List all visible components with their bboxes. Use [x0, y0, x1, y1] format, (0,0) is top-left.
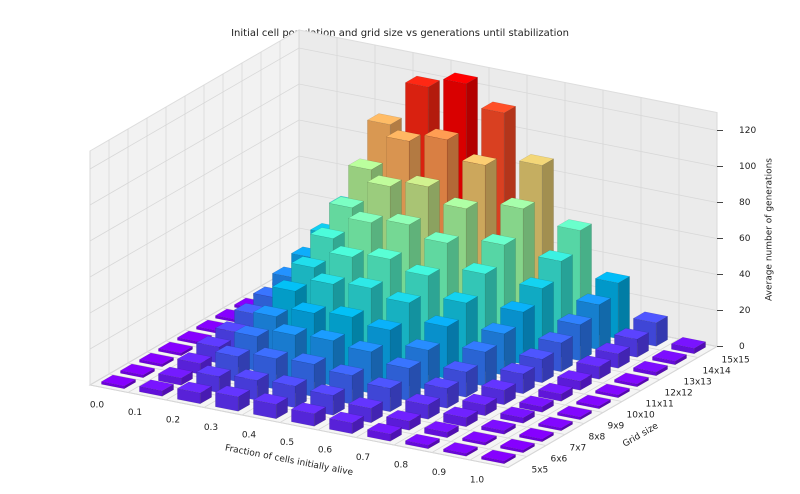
chart-title: Initial cell population and grid size vs… — [231, 28, 569, 39]
bar — [556, 405, 593, 421]
y-tick-label: 10x10 — [627, 411, 656, 421]
y-tick-label: 13x13 — [684, 378, 712, 388]
y-tick-label: 14x14 — [703, 367, 732, 377]
y-tick-label: 9x9 — [608, 422, 625, 432]
bar — [518, 427, 555, 443]
bar — [252, 393, 289, 420]
x-tick-label: 0.4 — [242, 430, 257, 440]
bar — [423, 421, 460, 439]
bar — [632, 360, 669, 377]
bar — [461, 431, 498, 446]
y-tick-label: 6x6 — [551, 455, 568, 465]
z-tick-label: 0 — [739, 342, 745, 352]
bar — [499, 406, 536, 424]
x-tick-label: 0.7 — [356, 453, 370, 463]
bar — [404, 393, 441, 420]
bar — [176, 381, 213, 405]
z-tick-label: 20 — [739, 306, 751, 316]
y-tick-label: 11x11 — [646, 400, 674, 410]
x-axis-label: Fraction of cells initially alive — [224, 443, 354, 478]
grid-line — [89, 119, 718, 242]
bar — [442, 406, 479, 428]
y-tick-label: 7x7 — [570, 444, 587, 454]
z-tick-label: 60 — [739, 234, 751, 244]
z-tick-label: 100 — [739, 162, 756, 172]
bar — [537, 382, 574, 402]
x-tick-label: 0.2 — [166, 415, 180, 425]
bar — [214, 385, 251, 412]
x-tick-label: 0.8 — [394, 460, 409, 470]
bar — [366, 422, 403, 442]
y-tick-label: 5x5 — [532, 466, 549, 476]
x-tick-label: 0.6 — [318, 445, 333, 455]
bar — [651, 349, 688, 366]
bar — [499, 438, 536, 454]
bar — [290, 402, 327, 427]
bar — [480, 419, 517, 435]
bar — [613, 372, 650, 388]
bar — [575, 394, 612, 410]
bar — [100, 374, 137, 390]
grid-line — [89, 155, 718, 278]
z-tick-label: 80 — [739, 198, 751, 208]
x-tick-label: 0.0 — [90, 400, 105, 410]
bar — [480, 449, 517, 465]
y-tick-label: 15x15 — [722, 356, 750, 366]
z-axis-label: Average number of generations — [765, 158, 775, 301]
bar — [442, 442, 479, 457]
bar — [157, 341, 194, 357]
bar — [480, 379, 517, 406]
y-tick-label: 12x12 — [665, 389, 693, 399]
bar — [670, 337, 707, 355]
bar — [518, 395, 555, 413]
grid-line — [89, 83, 718, 206]
x-tick-label: 0.3 — [204, 423, 218, 433]
x-tick-label: 0.5 — [280, 438, 294, 448]
bar — [328, 411, 365, 435]
bar — [594, 383, 631, 399]
bar — [138, 352, 175, 368]
x-tick-label: 0.9 — [432, 468, 447, 478]
x-tick-label: 1.0 — [470, 475, 485, 485]
z-tick-label: 120 — [739, 126, 756, 136]
bar — [537, 416, 574, 432]
y-tick-label: 8x8 — [589, 433, 606, 443]
y-axis-label: Grid size — [621, 421, 660, 449]
bar — [138, 379, 175, 397]
z-tick-label: 40 — [739, 270, 751, 280]
bar — [157, 366, 194, 386]
bar — [195, 365, 232, 394]
bar — [575, 355, 612, 380]
bar — [404, 433, 441, 450]
grid-line — [89, 47, 718, 170]
bar — [119, 363, 156, 379]
x-tick-label: 0.1 — [128, 408, 142, 418]
